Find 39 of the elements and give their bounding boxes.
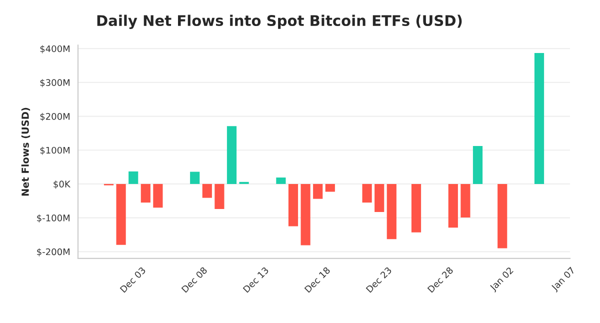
x-tick-label: Dec 28 <box>427 266 454 293</box>
x-tick-label: Dec 08 <box>181 266 208 293</box>
bar <box>472 146 483 184</box>
bar <box>313 184 323 199</box>
bar <box>202 184 212 198</box>
bar <box>362 184 372 203</box>
bar <box>448 184 458 228</box>
bar <box>128 171 138 184</box>
bar <box>214 184 224 209</box>
bar <box>460 184 470 218</box>
y-tick-label: $-200M <box>37 248 70 256</box>
bar <box>153 184 163 208</box>
bar <box>288 184 298 226</box>
bar <box>325 184 335 192</box>
chart-title: Daily Net Flows into Spot Bitcoin ETFs (USD) <box>97 14 462 29</box>
bar <box>226 126 237 184</box>
bar <box>386 184 396 240</box>
x-tick-label: Dec 13 <box>242 266 269 293</box>
bar <box>498 184 508 248</box>
x-tick-label: Dec 18 <box>304 266 331 293</box>
x-tick-label: Jan 07 <box>550 266 576 292</box>
x-tick-label: Jan 02 <box>489 266 515 292</box>
bar <box>374 184 384 212</box>
y-tick-label: $-100M <box>37 214 70 223</box>
bar <box>190 172 200 184</box>
y-tick-label: $400M <box>40 45 70 54</box>
bar <box>300 184 310 246</box>
bar <box>411 184 422 232</box>
bar <box>534 53 544 184</box>
x-tick-label: Dec 03 <box>120 266 146 293</box>
bar <box>140 184 150 203</box>
y-tick-label: $300M <box>40 79 70 88</box>
y-tick-label: $0K <box>54 180 71 189</box>
bar <box>116 184 126 245</box>
x-tick-label: Dec 23 <box>366 266 392 293</box>
bar <box>276 178 286 184</box>
y-tick-label: $100M <box>40 146 70 155</box>
y-tick-label: $200M <box>40 112 70 122</box>
y-axis-title: Net Flows (USD) <box>21 108 30 196</box>
